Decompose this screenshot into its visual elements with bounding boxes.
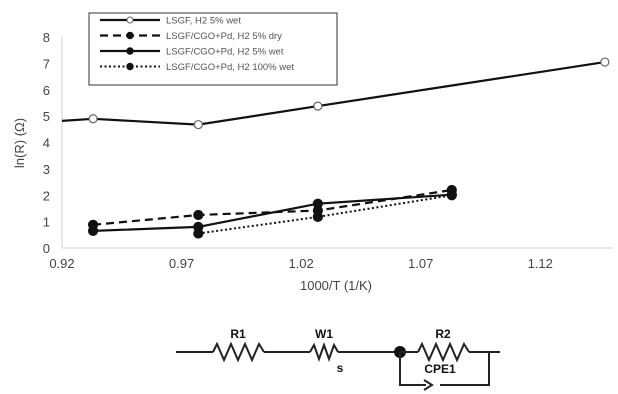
w1-label: W1 bbox=[315, 327, 333, 341]
legend-items: LSGF, H2 5% wet LSGF/CGO+Pd, H2 5% dry LSG… bbox=[100, 16, 294, 73]
r2-label: R2 bbox=[435, 327, 451, 341]
x-tick-label: 1.12 bbox=[528, 256, 553, 271]
data-point bbox=[87, 225, 99, 236]
plot-area: 0 1 2 3 4 5 6 7 8 0.92 0.97 1.02 1.07 1.12 1000/T (1… bbox=[12, 30, 612, 293]
series-line bbox=[92, 188, 452, 226]
y-tick-label: 2 bbox=[43, 188, 50, 203]
resistor-r1-symbol bbox=[212, 341, 265, 363]
data-point bbox=[312, 198, 323, 209]
data-point bbox=[193, 228, 204, 239]
legend-item: LSGF/CGO+Pd, H2 100% wet bbox=[100, 62, 294, 73]
series-4 bbox=[193, 190, 457, 239]
cpe1-label: CPE1 bbox=[424, 362, 456, 376]
series-2 bbox=[87, 184, 457, 230]
x-tick-label: 0.92 bbox=[49, 256, 74, 271]
x-tick-label: 1.07 bbox=[408, 256, 433, 271]
y-tick-labels: 0 1 2 3 4 5 6 7 8 bbox=[43, 30, 50, 256]
y-tick-label: 8 bbox=[43, 30, 50, 45]
y-tick-label: 7 bbox=[43, 56, 50, 71]
x-tick-labels: 0.92 0.97 1.02 1.07 1.12 bbox=[49, 256, 553, 271]
legend-item: LSGF/CGO+Pd, H2 5% dry bbox=[100, 31, 282, 42]
w1-subscript: s bbox=[337, 361, 344, 375]
y-tick-label: 3 bbox=[43, 162, 50, 177]
legend-item: LSGF/CGO+Pd, H2 5% wet bbox=[100, 47, 284, 58]
y-tick-label: 4 bbox=[43, 136, 50, 151]
data-point bbox=[88, 114, 98, 124]
legend-item: LSGF, H2 5% wet bbox=[100, 16, 241, 27]
data-point bbox=[193, 119, 203, 130]
series-1 bbox=[61, 57, 610, 130]
y-axis-title: ln(R) (Ω) bbox=[12, 118, 27, 168]
legend-marker bbox=[126, 31, 134, 40]
y-tick-label: 0 bbox=[43, 241, 50, 256]
data-point bbox=[600, 57, 610, 67]
legend-marker bbox=[126, 47, 134, 55]
legend: LSGF, H2 5% wet LSGF/CGO+Pd, H2 5% dry LSG… bbox=[88, 12, 338, 86]
data-point bbox=[193, 209, 204, 221]
warburg-w1-symbol bbox=[309, 342, 339, 362]
data-point bbox=[312, 211, 323, 222]
equivalent-circuit bbox=[176, 341, 500, 391]
y-tick-label: 6 bbox=[43, 83, 50, 98]
y-tick-label: 1 bbox=[43, 215, 50, 230]
x-tick-label: 0.97 bbox=[169, 256, 194, 271]
data-point bbox=[446, 190, 457, 201]
x-tick-label: 1.02 bbox=[288, 256, 313, 271]
legend-label: LSGF/CGO+Pd, H2 5% wet bbox=[166, 47, 284, 58]
y-tick-label: 5 bbox=[43, 109, 50, 124]
legend-marker bbox=[126, 16, 134, 24]
legend-label: LSGF/CGO+Pd, H2 5% dry bbox=[166, 31, 282, 42]
resistor-r2-symbol bbox=[417, 341, 470, 363]
series-line bbox=[93, 193, 452, 232]
x-axis-title: 1000/T (1/K) bbox=[300, 278, 372, 293]
legend-label: LSGF, H2 5% wet bbox=[166, 16, 241, 27]
data-point bbox=[313, 101, 323, 111]
circuit-parallel-branch bbox=[399, 352, 426, 386]
legend-marker bbox=[126, 62, 134, 71]
legend-label: LSGF/CGO+Pd, H2 100% wet bbox=[166, 62, 294, 73]
circuit-parallel-branch-right bbox=[440, 352, 490, 386]
series-3 bbox=[87, 189, 457, 236]
cpe1-symbol bbox=[423, 379, 434, 391]
series-layer bbox=[61, 57, 610, 239]
r1-label: R1 bbox=[230, 327, 246, 341]
